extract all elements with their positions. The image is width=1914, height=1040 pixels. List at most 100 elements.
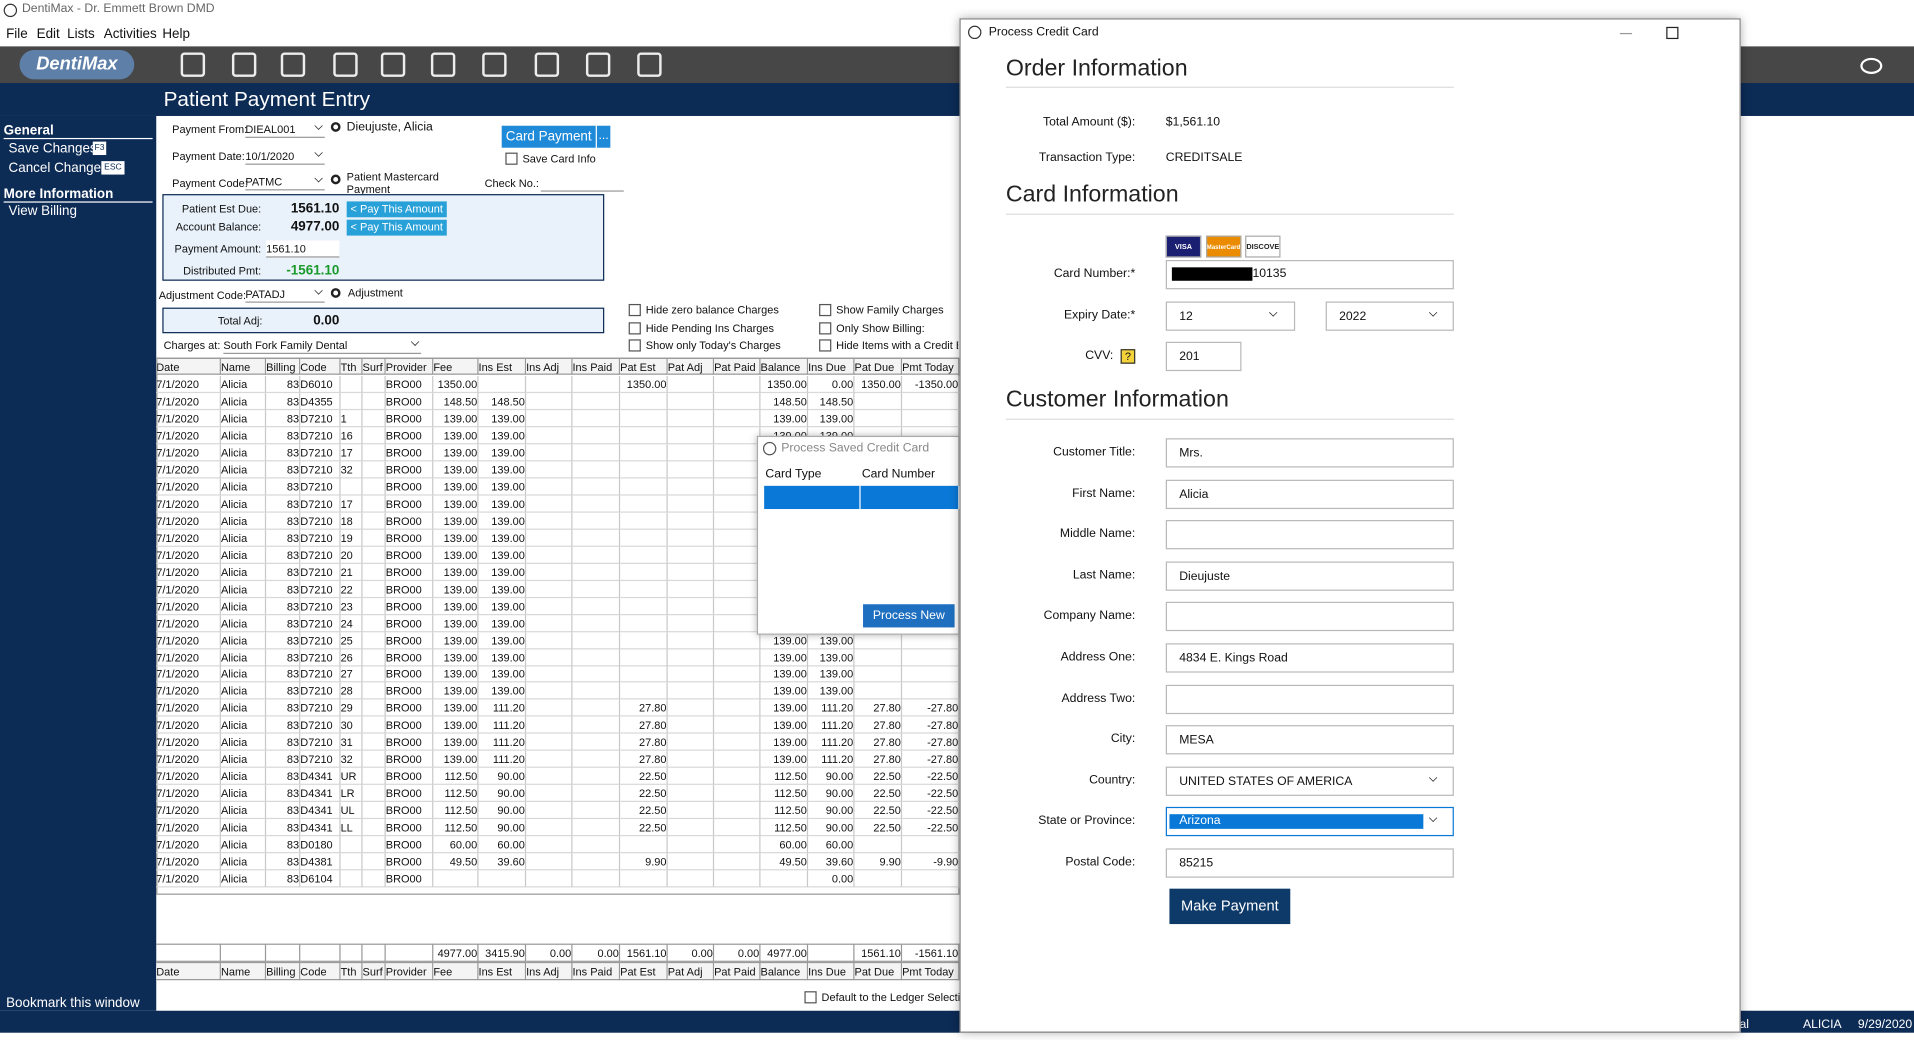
table-cell: 112.50 [433,785,479,803]
table-cell: 139.00 [760,410,809,428]
checkbox[interactable] [819,321,832,334]
sidebar-link[interactable]: Cancel Changes [8,161,108,176]
menu-item[interactable]: File [6,26,28,42]
label: Charges at: [163,339,221,352]
selected-row[interactable] [764,485,960,510]
table-cell [362,819,386,837]
field-input[interactable] [1165,520,1454,550]
saved-card-popup [756,435,960,635]
settings-icon[interactable] [1860,57,1883,74]
toolbar-icon[interactable] [534,52,560,77]
table-cell: Alicia [220,563,267,581]
table-cell: 7/1/2020 [156,631,221,649]
toolbar-icon[interactable] [585,52,611,77]
field-input[interactable]: 4834 E. Kings Road [1165,643,1454,673]
field-input[interactable]: MESA [1165,725,1454,755]
menu-item[interactable]: Help [162,26,190,42]
table-cell: 22.50 [854,802,903,820]
table-cell [572,768,621,786]
table-cell [362,699,386,718]
table-cell: BRO00 [385,717,434,735]
label: Payment Date: [172,150,245,163]
table-cell [340,478,363,496]
table-cell [902,393,960,411]
toolbar-icon[interactable] [430,52,456,77]
field-input[interactable]: Dieujuste [1165,561,1454,591]
checkbox[interactable] [819,303,832,317]
field-input[interactable]: Mrs. [1165,438,1454,468]
sidebar-link[interactable]: View Billing [8,203,77,219]
column-header: Provider [385,961,434,981]
field-input[interactable]: UNITED STATES OF AMERICA [1165,766,1454,796]
table-cell: -27.80 [902,699,960,718]
toolbar-icon[interactable] [380,52,406,77]
payment-from-input[interactable]: DIEAL001 [245,122,325,138]
field-input[interactable] [1165,684,1454,714]
adj-code-input[interactable]: PATADJ [245,287,325,303]
field-input[interactable]: 85215 [1165,848,1454,878]
menu-item[interactable]: Lists [67,26,95,42]
toolbar-icon[interactable] [280,52,306,77]
table-cell: 139.00 [478,410,527,428]
checkbox[interactable] [628,339,641,352]
table-cell [362,410,386,428]
sidebar-more: More Information [3,186,153,203]
table-cell: 22.50 [620,819,668,837]
table-cell: 139.00 [760,648,809,666]
table-cell: 32 [340,751,363,769]
sidebar-link[interactable]: Save Changes [8,141,97,157]
toolbar-icon[interactable] [482,52,507,77]
total-cell: 1561.10 [854,943,903,962]
toolbar-icon[interactable] [637,52,662,77]
menu-item[interactable]: Activities [103,26,157,42]
field-input[interactable]: Alicia [1165,479,1454,509]
pay-this-button[interactable]: < Pay This Amount [346,219,447,236]
checkbox[interactable] [819,339,832,352]
minimize-button[interactable] [1619,32,1633,35]
card-payment-button[interactable]: Card Payment [501,125,596,148]
maximize-button[interactable] [1666,26,1679,40]
payment-date-input[interactable]: 10/1/2020 [245,149,325,165]
card-more-button[interactable]: ... [596,125,611,148]
table-cell: 112.50 [760,802,809,820]
expiry-year-select[interactable]: 2022 [1325,301,1454,331]
toolbar-icon[interactable] [333,52,358,77]
table-cell [854,648,903,666]
close-button[interactable] [1709,26,1725,42]
toolbar-icon[interactable] [180,52,206,77]
table-cell [620,427,668,445]
table-cell: 83 [266,597,301,615]
make-payment-button[interactable]: Make Payment [1169,888,1291,925]
cvv-input[interactable]: 201 [1165,341,1242,372]
table-cell: 139.00 [808,410,855,428]
selected-value[interactable]: Arizona [1169,814,1424,830]
expiry-month-select[interactable]: 12 [1165,301,1296,331]
table-cell [667,597,715,615]
checkbox[interactable] [628,321,641,334]
menu-item[interactable]: Edit [36,26,60,42]
table-cell: D7210 [300,529,341,547]
table-cell [854,631,903,649]
table-cell: BRO00 [385,682,434,701]
table-cell [526,444,573,462]
pay-this-button[interactable]: < Pay This Amount [346,201,447,218]
column-header: Tth [340,357,363,375]
payment-amount-input[interactable]: 1561.10 [266,240,340,258]
process-new-button[interactable]: Process New [863,604,955,628]
table-cell [620,529,668,547]
charges-at-select[interactable]: South Fork Family Dental [223,338,422,355]
checkbox[interactable] [628,303,641,317]
field-input[interactable] [1165,602,1454,632]
column-header: Pat Due [854,961,903,981]
toolbar-icon[interactable] [231,52,257,77]
table-cell: 83 [266,614,301,632]
table-cell [526,614,573,632]
table-cell: 7/1/2020 [156,836,221,854]
payment-code-input[interactable]: PATMC [245,175,325,191]
table-cell: 139.00 [478,597,527,615]
checkbox[interactable] [505,152,518,165]
cvv-help[interactable]: ? [1120,349,1136,364]
check-no-input[interactable] [540,176,624,192]
checkbox[interactable] [804,991,817,1004]
bookmark-link[interactable]: Bookmark this window [6,996,140,1011]
